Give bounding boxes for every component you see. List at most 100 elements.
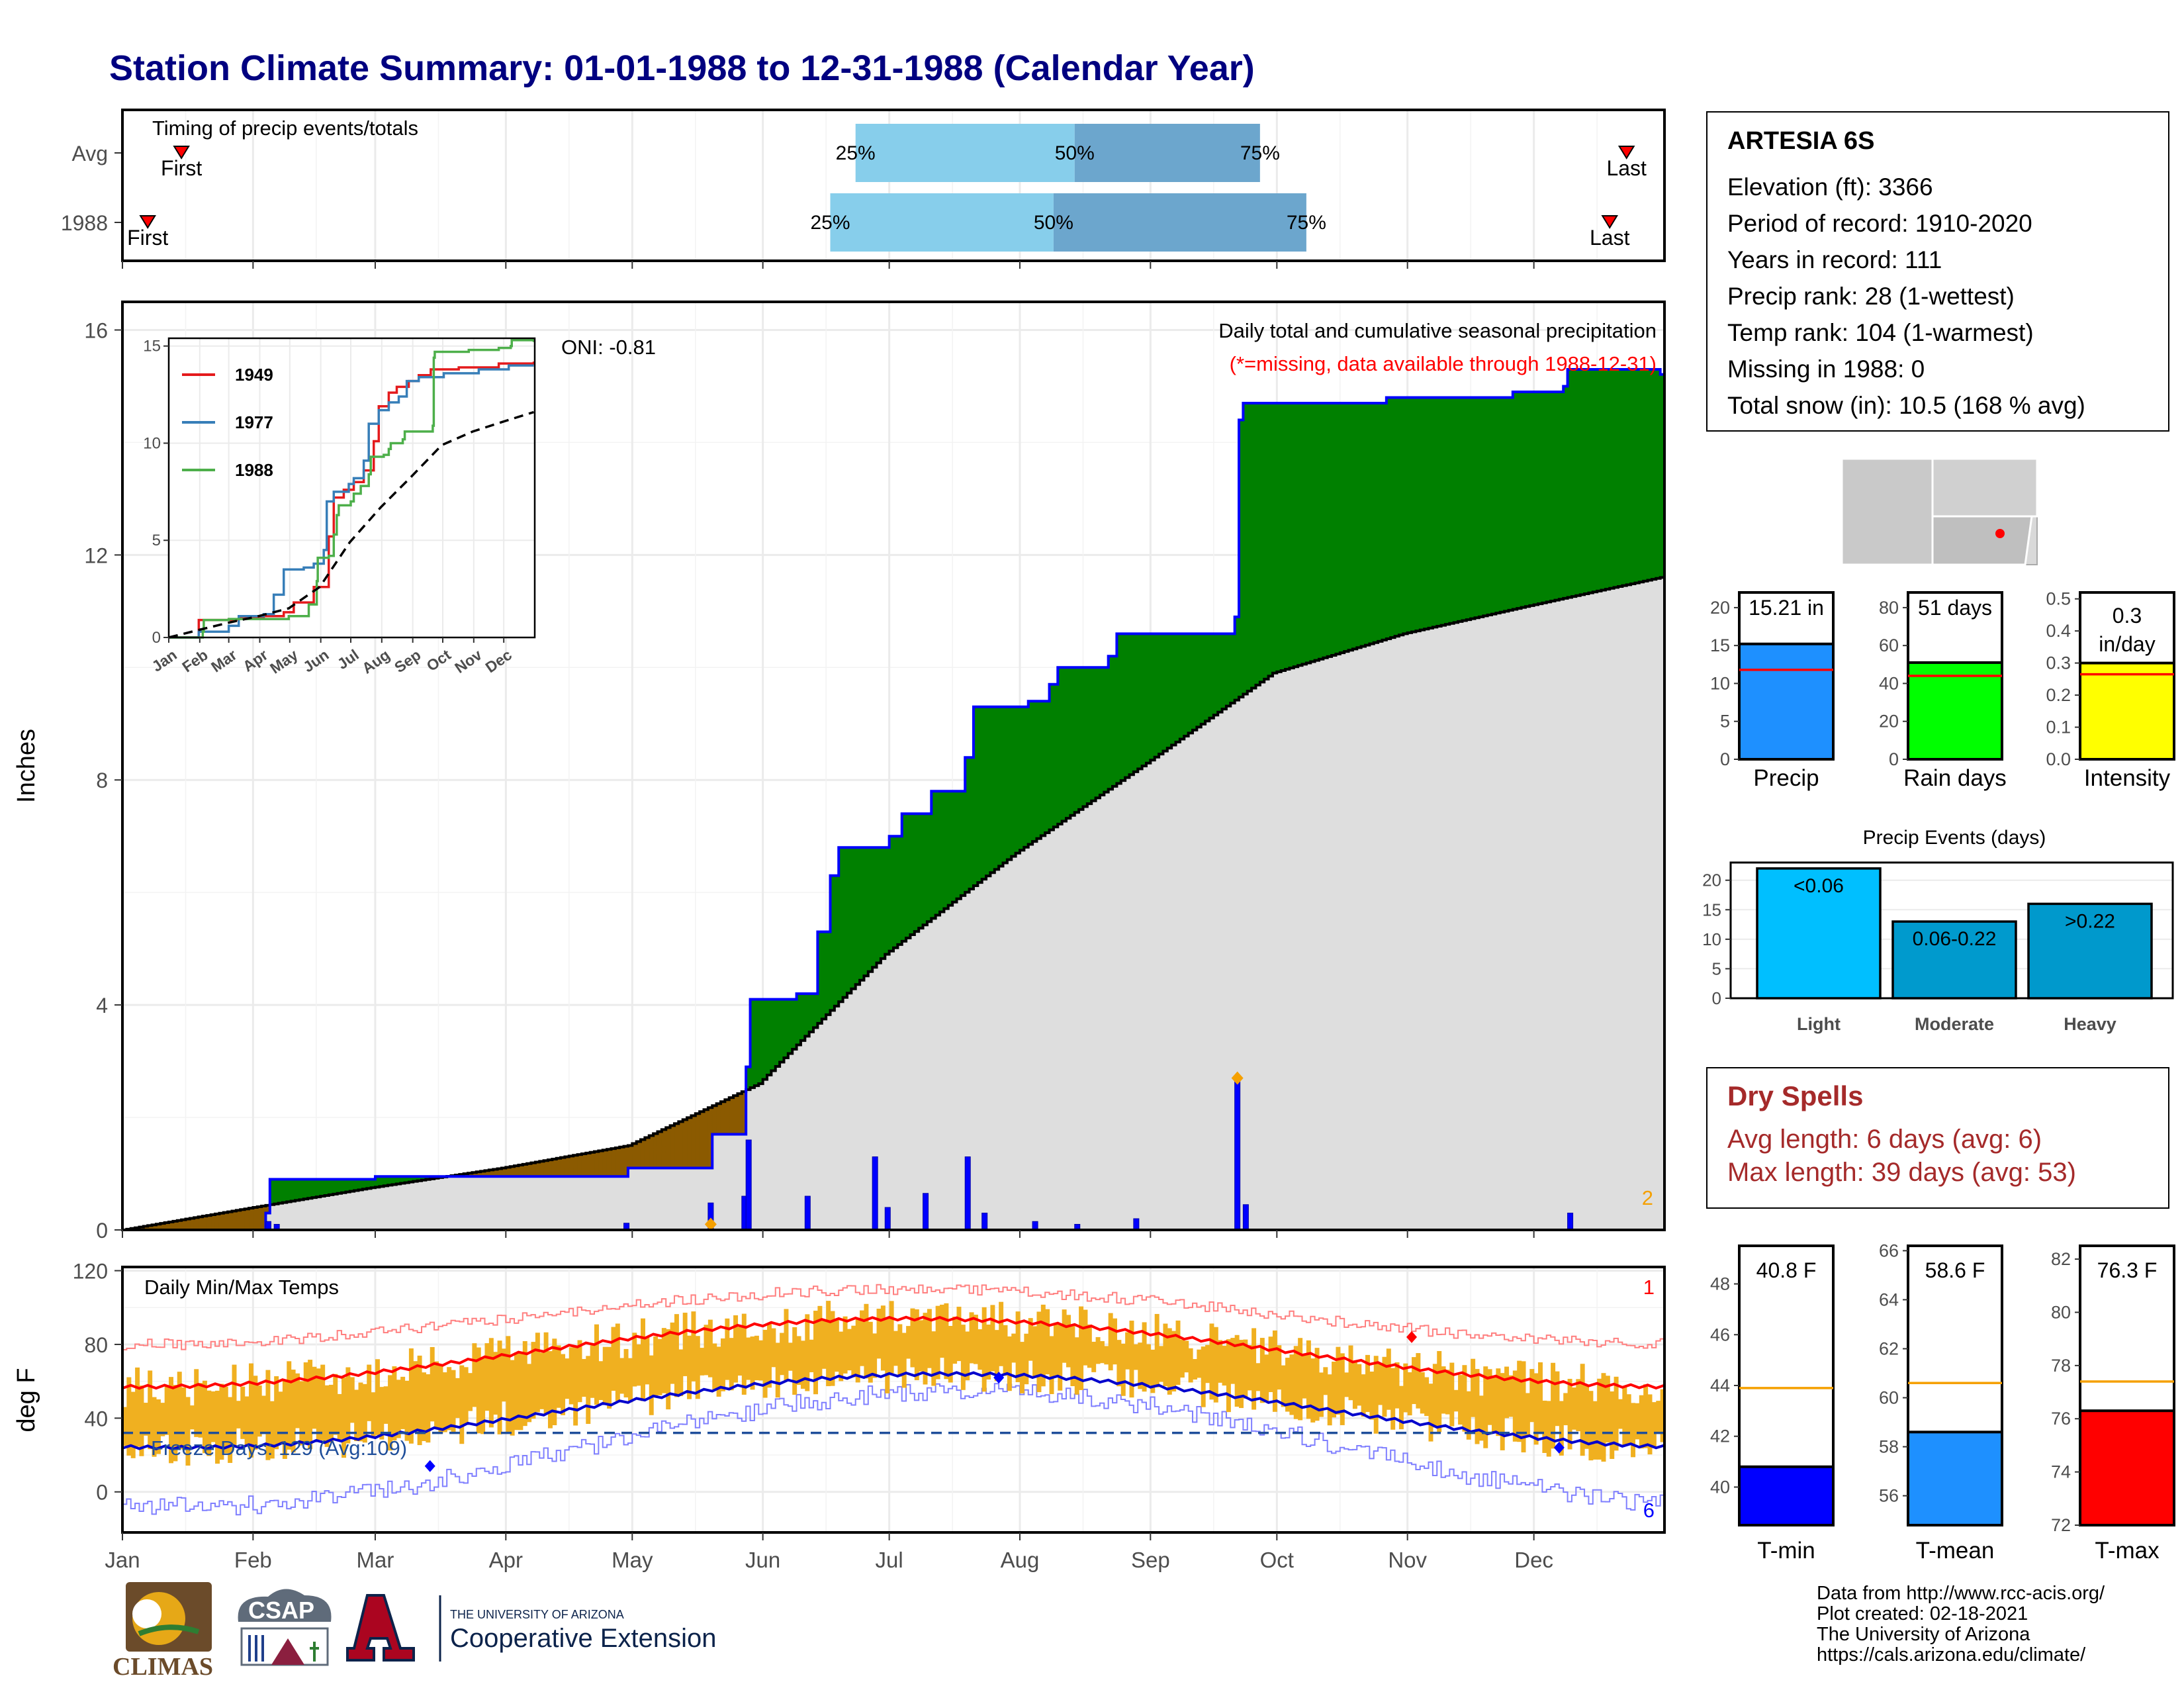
precip-y-tick-label: 0 <box>96 1219 108 1243</box>
daily-temp-bar <box>1483 1366 1488 1448</box>
events-bar-light <box>1756 867 1882 1000</box>
daily-temp-bar <box>358 1382 363 1442</box>
daily-temp-bar <box>1079 1306 1084 1390</box>
daily-temp-bar <box>978 1329 983 1370</box>
daily-temp-bar <box>556 1345 561 1408</box>
daily-temp-bar <box>535 1333 540 1413</box>
daily-temp-bar <box>914 1309 919 1381</box>
daily-temp-bar <box>1412 1357 1416 1405</box>
daily-temp-bar <box>809 1339 814 1373</box>
events-frame <box>1729 861 2174 1000</box>
daily-temp-bar <box>1390 1368 1396 1430</box>
daily-temp-bar <box>1272 1330 1277 1412</box>
oni-label: ONI: -0.81 <box>561 336 656 359</box>
daily-temp-bar <box>173 1385 178 1462</box>
daily-precip-bar <box>1133 1218 1140 1231</box>
daily-temp-bar <box>661 1328 666 1393</box>
daily-temp-bar <box>1500 1373 1505 1450</box>
daily-temp-bar <box>1188 1348 1193 1383</box>
daily-temp-bar <box>1394 1362 1400 1409</box>
daily-temp-bar <box>885 1318 890 1393</box>
daily-temp-bar <box>817 1305 823 1378</box>
daily-temp-bar <box>1302 1354 1307 1399</box>
daily-temp-bar <box>261 1395 267 1434</box>
daily-temp-bar <box>1529 1369 1535 1423</box>
summary-rain-days-value-bar <box>1907 661 2003 761</box>
daily-temp-bar <box>139 1385 144 1456</box>
summary-intensity-y-tick-label: 0.2 <box>2046 685 2071 705</box>
daily-temp-bar <box>594 1324 599 1405</box>
daily-temp-bar <box>695 1336 700 1399</box>
daily-temp-bar <box>1083 1309 1088 1366</box>
daily-temp-bar <box>935 1305 940 1380</box>
daily-temp-bar <box>1626 1394 1631 1445</box>
daily-temp-bar <box>371 1392 376 1438</box>
summary-value-text: 15.21 in <box>1749 596 1824 620</box>
daily-temp-bar <box>767 1323 772 1388</box>
daily-temp-bar <box>396 1380 401 1438</box>
daily-temp-bar <box>228 1397 233 1463</box>
daily-temp-bar <box>1268 1336 1273 1392</box>
observed-cumulative-line <box>122 367 1664 1231</box>
daily-temp-bar <box>1197 1349 1202 1378</box>
daily-temp-bar <box>704 1325 709 1376</box>
events-y-tick-label: 0 <box>1712 988 1721 1008</box>
daily-temp-bar <box>1622 1387 1627 1446</box>
daily-temp-bar <box>1175 1320 1181 1385</box>
timing-pct-label: 50% <box>1034 212 1073 234</box>
summary-rain-days-y-tick-label: 80 <box>1879 598 1899 618</box>
daily-temp-bar <box>1019 1342 1024 1393</box>
daily-temp-bar <box>1116 1340 1122 1387</box>
daily-temp-bar <box>156 1399 161 1454</box>
precip-frame <box>121 301 1666 1231</box>
daily-temp-bar <box>1327 1374 1332 1426</box>
record-low-marker <box>424 1460 435 1472</box>
daily-temp-bar <box>1011 1333 1017 1363</box>
daily-temp-bar <box>1213 1327 1218 1403</box>
daily-temp-bar <box>1542 1400 1547 1453</box>
daily-temp-bar <box>1567 1378 1572 1450</box>
max-precip-marker <box>704 1217 717 1231</box>
daily-temp-bar <box>876 1309 882 1359</box>
daily-temp-bar <box>1154 1313 1160 1387</box>
daily-temp-bar <box>1407 1372 1412 1416</box>
month-label: Aug <box>1001 1548 1040 1572</box>
daily-temp-bar <box>590 1345 595 1398</box>
daily-temp-bar <box>830 1311 835 1386</box>
month-label: Feb <box>234 1548 272 1572</box>
summary-t-max-label: T-max <box>2095 1538 2160 1564</box>
daily-temp-bar <box>1361 1374 1366 1417</box>
daily-temp-bar <box>754 1335 759 1381</box>
daily-temp-bar <box>303 1362 308 1444</box>
daily-temp-bar <box>1243 1339 1248 1399</box>
daily-temp-bar <box>1538 1362 1543 1434</box>
summary-t-min-y-tick-label: 48 <box>1710 1274 1730 1294</box>
daily-temp-bar <box>1656 1401 1661 1434</box>
record-low-marker <box>993 1372 1005 1384</box>
daily-temp-bar <box>906 1326 911 1359</box>
daily-temp-bar <box>160 1403 165 1436</box>
summary-t-max-value-bar <box>2079 1409 2175 1526</box>
station-name: ARTESIA 6S <box>1727 127 1875 155</box>
summary-temp-value-text: 58.6 F <box>1925 1258 1985 1282</box>
daily-temp-bar <box>143 1403 148 1436</box>
daily-temp-bar <box>1525 1393 1530 1436</box>
daily-temp-bar <box>910 1308 915 1368</box>
month-label: Jun <box>745 1548 780 1572</box>
daily-temp-bar <box>320 1364 326 1440</box>
daily-temp-bar <box>1293 1346 1298 1419</box>
daily-temp-bar <box>1369 1371 1375 1420</box>
daily-temp-bar <box>287 1361 292 1450</box>
summary-rain-days-y-tick-label: 60 <box>1879 635 1899 655</box>
daily-temp-bar <box>253 1376 258 1450</box>
record-min-line <box>122 1383 1664 1516</box>
daily-temp-bar <box>1487 1369 1492 1425</box>
summary-t-max-y-tick-label: 78 <box>2051 1356 2071 1376</box>
daily-temp-bar <box>126 1377 132 1456</box>
daily-precip-bar <box>981 1213 988 1231</box>
daily-temp-bar <box>758 1340 764 1381</box>
daily-temp-bar <box>295 1373 300 1429</box>
daily-temp-bar <box>337 1393 342 1441</box>
daily-temp-bar <box>682 1313 688 1376</box>
summary-t-mean-value-bar <box>1907 1430 2003 1526</box>
